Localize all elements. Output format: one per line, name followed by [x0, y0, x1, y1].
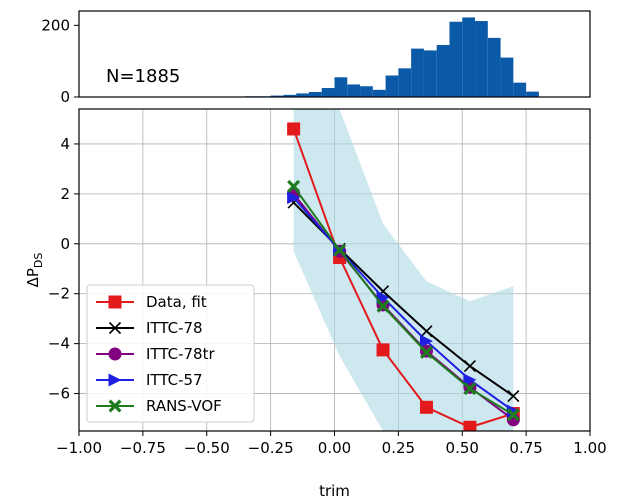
- legend-item: ITTC-78: [96, 319, 203, 337]
- legend-marker: [108, 399, 122, 413]
- histogram-bar: [423, 50, 437, 97]
- x-tick-label: −1.00: [56, 439, 102, 457]
- y-tick-label: −2: [48, 285, 70, 303]
- x-tick-label: 0.75: [509, 439, 542, 457]
- histogram-bar: [321, 88, 335, 97]
- y-axis-label: ΔPDS: [24, 253, 45, 288]
- series-point: [287, 179, 301, 193]
- y-tick-label: −6: [48, 385, 70, 403]
- series-point: [463, 360, 476, 373]
- y-tick-label: −4: [48, 335, 70, 353]
- y-axis-label-main: ΔP: [24, 268, 42, 287]
- histogram-bar: [398, 68, 412, 97]
- legend-marker: [108, 321, 122, 335]
- legend-label: Data, fit: [146, 293, 207, 311]
- series-point: [333, 243, 347, 257]
- series-line: [292, 196, 514, 412]
- legend-item: Data, fit: [96, 293, 207, 311]
- x-tick-label: −0.75: [120, 439, 166, 457]
- histogram-frame: [78, 10, 591, 98]
- series-point: [463, 382, 477, 396]
- series-point: [420, 325, 433, 338]
- legend-item: ITTC-78tr: [96, 345, 215, 363]
- y-axis-label-subscript: DS: [32, 253, 45, 268]
- histogram-bar: [475, 21, 488, 97]
- histogram-ytick-label: 0: [60, 88, 70, 106]
- legend-marker: [108, 373, 122, 387]
- line-panel: −1.00 −0.75 −0.50 −0.25 0.00 0.25 0.50 0.75 1.00…: [24, 108, 607, 500]
- histogram-bar: [372, 89, 386, 97]
- series-point: [507, 389, 520, 403]
- histogram-bar: [500, 57, 514, 97]
- legend-box: [86, 284, 255, 423]
- series-point: [506, 404, 520, 418]
- y-tick-label: 0: [60, 235, 70, 253]
- y-tick-label: 2: [60, 185, 70, 203]
- histogram-panel: 0 200 N=1885: [41, 10, 591, 106]
- histogram-bar: [347, 84, 361, 97]
- histogram-bar: [411, 48, 424, 97]
- x-tick-label: −0.25: [248, 439, 294, 457]
- histogram-bar: [436, 45, 450, 97]
- series-point: [287, 191, 301, 205]
- histogram-bar: [513, 82, 527, 97]
- histogram-bar: [334, 77, 348, 97]
- x-tick-label: 0.50: [446, 439, 479, 457]
- legend-label: ITTC-78tr: [146, 345, 215, 363]
- series-line: [292, 128, 514, 429]
- series-point: [376, 343, 390, 357]
- legend-label: RANS-VOF: [146, 397, 222, 415]
- x-tick-label: 0.00: [318, 439, 351, 457]
- histogram-bar: [308, 91, 322, 97]
- series-point: [419, 345, 433, 359]
- histogram-bar: [487, 37, 501, 97]
- series-line: [292, 185, 514, 416]
- plot-area: [287, 109, 520, 431]
- uncertainty-band: [293, 109, 514, 431]
- series-point: [506, 408, 520, 422]
- legend: Data, fit ITTC-78 ITTC-78tr ITTC-57 RANS-VOF: [86, 284, 255, 423]
- x-tick-label: 1.00: [573, 439, 606, 457]
- histogram-bar: [449, 21, 463, 97]
- histogram-bar: [462, 17, 476, 98]
- series-point: [463, 420, 477, 431]
- legend-marker: [108, 295, 122, 309]
- histogram-bar: [360, 86, 373, 97]
- series-point: [287, 122, 301, 136]
- histogram-bar: [385, 75, 399, 97]
- histogram-bar: [526, 91, 539, 97]
- series-rans-vof: [287, 179, 520, 422]
- histogram-bar: [283, 94, 297, 97]
- series-point: [419, 334, 433, 348]
- histogram-annotation: N=1885: [106, 66, 180, 87]
- y-tick-label: 4: [60, 135, 70, 153]
- histogram-bar: [270, 95, 284, 97]
- legend-item: ITTC-57: [96, 371, 203, 389]
- legend-label: ITTC-78: [146, 319, 203, 337]
- x-tick-label: −0.50: [184, 439, 230, 457]
- histogram-ytick-label: 200: [41, 16, 70, 34]
- histogram-bar: [296, 93, 309, 97]
- legend-label: ITTC-57: [146, 371, 203, 389]
- x-axis-label: trim: [319, 482, 350, 500]
- series-point: [376, 299, 390, 313]
- legend-item: RANS-VOF: [96, 397, 222, 415]
- x-tick-label: 0.25: [382, 439, 415, 457]
- legend-marker: [108, 347, 122, 361]
- series-point: [419, 400, 433, 414]
